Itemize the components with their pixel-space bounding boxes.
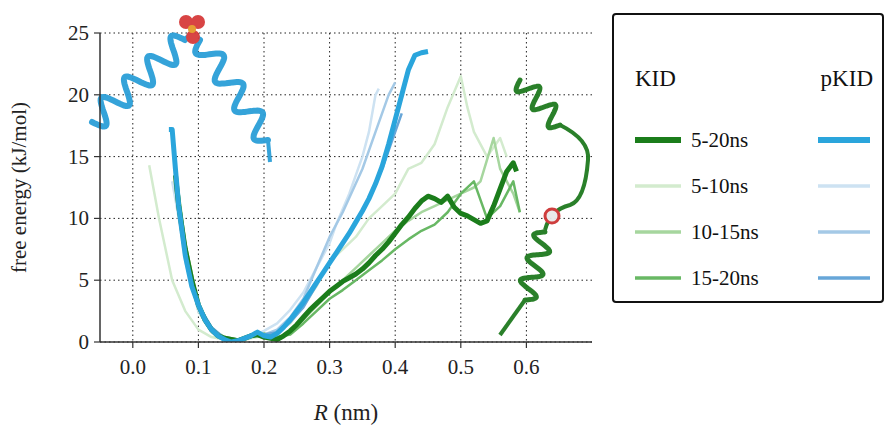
chart: 0.0 0.1 0.2 0.3 0.4 0.5 0.6 0 5 10 15 20 25 R (nm) fre… — [0, 0, 892, 432]
atom — [545, 209, 559, 223]
x-tick-label: 0.1 — [185, 355, 211, 379]
legend-swatch — [818, 230, 870, 234]
legend: KID pKID 5-20ns 5-10ns 10-15ns 15-20ns — [613, 14, 883, 302]
x-tick-label: 0.4 — [382, 355, 409, 379]
grid — [100, 33, 592, 342]
x-tick — [198, 342, 199, 348]
y-tick — [94, 341, 100, 342]
grid-line — [329, 33, 330, 342]
helix — [92, 36, 185, 127]
legend-swatch — [635, 276, 681, 280]
legend-swatch — [818, 137, 870, 143]
legend-label: 5-10ns — [691, 174, 748, 198]
grid-line — [264, 33, 265, 342]
x-tick — [329, 342, 330, 348]
series-group — [149, 52, 520, 342]
series-line — [172, 89, 379, 341]
loop — [500, 300, 525, 335]
grid-line — [395, 33, 396, 342]
x-axis-title: R (nm) — [313, 400, 379, 425]
legend-swatch — [635, 184, 681, 188]
grid-line — [100, 94, 592, 95]
x-axis — [100, 341, 592, 343]
helix — [520, 232, 549, 300]
legend-swatch — [635, 137, 681, 143]
axis-title-part: (nm) — [328, 400, 378, 425]
y-tick — [94, 94, 100, 95]
x-tick — [460, 342, 461, 348]
legend-frame — [613, 14, 883, 302]
x-tick-label: 0.2 — [251, 355, 277, 379]
y-tick-label: 10 — [68, 206, 89, 230]
x-tick — [132, 342, 133, 348]
y-tick-label: 5 — [79, 268, 90, 292]
x-tick-label: 0.6 — [513, 355, 539, 379]
series-line — [175, 163, 516, 341]
y-tick-label: 20 — [68, 83, 89, 107]
grid-line — [526, 33, 527, 342]
legend-label: 5-20ns — [691, 128, 748, 152]
series-line — [169, 52, 428, 342]
atom — [188, 25, 196, 33]
axes: 0.0 0.1 0.2 0.3 0.4 0.5 0.6 0 5 10 15 20 25 — [68, 21, 592, 379]
legend-label: 10-15ns — [691, 220, 759, 244]
axis-title-part: R — [313, 400, 328, 425]
y-tick — [94, 156, 100, 157]
x-tick-label: 0.3 — [316, 355, 342, 379]
x-tick — [263, 342, 264, 348]
loop — [545, 125, 588, 230]
legend-swatch — [818, 276, 870, 280]
y-tick-label: 25 — [68, 21, 89, 45]
y-tick — [94, 280, 100, 281]
y-tick-label: 0 — [79, 330, 90, 354]
legend-group-title: pKID — [821, 66, 873, 91]
legend-group-title: KID — [635, 66, 676, 91]
legend-swatch — [635, 230, 681, 234]
x-tick — [395, 342, 396, 348]
legend-label: 15-20ns — [691, 266, 759, 290]
legend-swatch — [818, 184, 870, 188]
grid-line — [100, 218, 592, 219]
protein-sketch — [92, 15, 588, 335]
y-tick-label: 15 — [68, 145, 89, 169]
series-line — [179, 181, 520, 339]
loop — [268, 140, 270, 162]
grid-line — [100, 342, 592, 343]
y-tick — [94, 218, 100, 219]
x-tick-label: 0.0 — [120, 355, 146, 379]
x-tick-label: 0.5 — [448, 355, 474, 379]
x-tick — [526, 342, 527, 348]
y-axis — [99, 33, 101, 342]
series-line — [175, 113, 401, 340]
helix — [516, 80, 560, 128]
y-axis-title: free energy (kJ/mol) — [7, 102, 31, 273]
y-tick — [94, 32, 100, 33]
helix — [195, 40, 268, 141]
